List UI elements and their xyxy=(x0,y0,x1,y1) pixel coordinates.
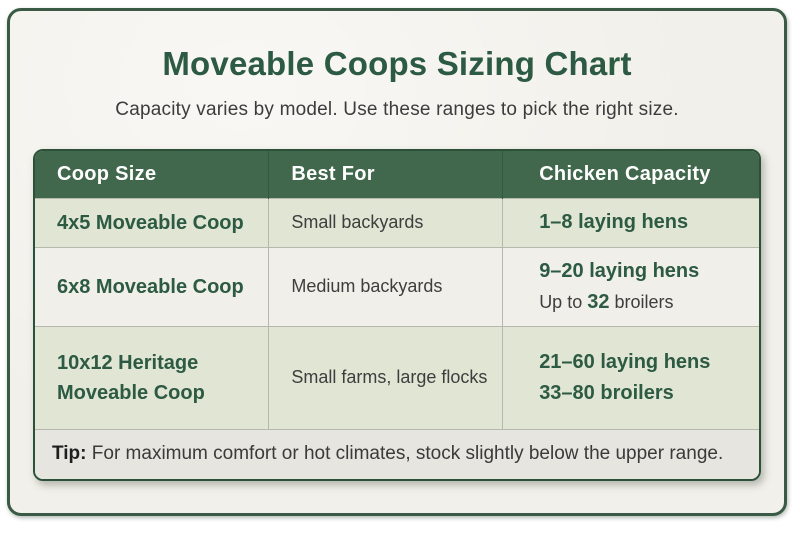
tip-row: Tip: For maximum comfort or hot climates… xyxy=(35,428,759,479)
column-header-best-for: Best For xyxy=(268,151,504,198)
sizing-table-container: Coop Size Best For Chicken Capacity 4x5 … xyxy=(33,149,761,481)
capacity-laying-hens: 9–20 laying hens xyxy=(539,259,700,282)
coop-size-cell: 6x8 Moveable Coop xyxy=(35,246,270,326)
tip-label: Tip: xyxy=(52,443,87,464)
coop-size-value: 6x8 Moveable Coop xyxy=(57,275,244,298)
subtitle: Capacity varies by model. Use these rang… xyxy=(115,99,679,120)
table-row-4x5: 4x5 Moveable Coop Small backyards 1–8 la… xyxy=(35,197,759,247)
coop-size-value: 10x12 Heritage Moveable Coop xyxy=(57,351,205,404)
sizing-chart-card: Moveable Coops Sizing Chart Capacity var… xyxy=(7,8,787,516)
column-header-coop-size: Coop Size xyxy=(35,151,270,198)
broilers-note-value: 32 xyxy=(587,290,610,313)
capacity-broilers-note: Up to 32 broilers xyxy=(539,287,751,318)
column-header-chicken-capacity: Chicken Capacity xyxy=(502,151,759,198)
coop-size-cell: 10x12 Heritage Moveable Coop xyxy=(35,325,270,429)
table-header-row: Coop Size Best For Chicken Capacity xyxy=(35,151,759,198)
capacity-cell: 21–60 laying hens 33–80 broilers xyxy=(502,325,759,429)
table-row-10x12: 10x12 Heritage Moveable Coop Small farms… xyxy=(35,325,759,429)
coop-size-value: 4x5 Moveable Coop xyxy=(57,211,244,234)
capacity-laying-hens: 21–60 laying hens xyxy=(539,350,711,373)
table-row-6x8: 6x8 Moveable Coop Medium backyards 9–20 … xyxy=(35,246,759,326)
capacity-cell: 9–20 laying hens Up to 32 broilers xyxy=(502,246,759,326)
best-for-cell: Small farms, large flocks xyxy=(268,325,504,429)
tip-cell: Tip: For maximum comfort or hot climates… xyxy=(35,428,759,479)
tip-text: For maximum comfort or hot climates, sto… xyxy=(91,443,724,464)
broilers-note-prefix: Up to xyxy=(539,291,588,312)
coop-sizing-table: Coop Size Best For Chicken Capacity 4x5 … xyxy=(35,151,759,479)
page-title: Moveable Coops Sizing Chart xyxy=(162,45,632,82)
capacity-cell: 1–8 laying hens xyxy=(502,197,759,247)
coop-size-cell: 4x5 Moveable Coop xyxy=(35,197,270,247)
capacity-laying-hens: 1–8 laying hens xyxy=(539,211,689,233)
capacity-broilers: 33–80 broilers xyxy=(539,381,674,404)
best-for-cell: Small backyards xyxy=(268,197,504,247)
best-for-cell: Medium backyards xyxy=(268,246,504,326)
broilers-note-suffix: broilers xyxy=(609,291,674,312)
